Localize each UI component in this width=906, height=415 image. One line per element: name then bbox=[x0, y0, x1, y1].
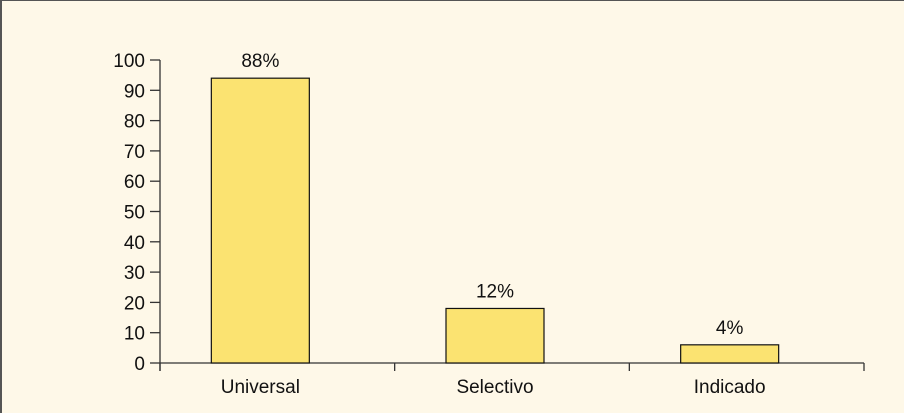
x-category-label: Universal bbox=[221, 377, 300, 398]
data-label: 88% bbox=[241, 51, 279, 72]
y-tick-label: 70 bbox=[124, 142, 145, 163]
y-tick-label: 50 bbox=[124, 203, 145, 224]
bar bbox=[680, 344, 780, 364]
y-tick-label: 90 bbox=[124, 81, 145, 102]
bar bbox=[445, 307, 545, 364]
y-tick-label: 0 bbox=[134, 354, 145, 375]
labels: 88% Universal 12% Selectivo 4% Indicado bbox=[221, 51, 766, 398]
x-category-label: Selectivo bbox=[456, 377, 533, 398]
bar bbox=[210, 77, 310, 364]
y-tick-label: 20 bbox=[124, 293, 145, 314]
x-category-label: Indicado bbox=[694, 377, 766, 398]
y-tick-label: 80 bbox=[124, 112, 145, 133]
y-tick-label: 100 bbox=[113, 51, 145, 72]
data-label: 12% bbox=[476, 281, 514, 302]
y-tick-label: 30 bbox=[124, 263, 145, 284]
y-tick-label: 10 bbox=[124, 324, 145, 345]
data-label: 4% bbox=[716, 318, 744, 339]
bars bbox=[210, 77, 780, 364]
y-tick-label: 40 bbox=[124, 233, 145, 254]
y-tick-label: 60 bbox=[124, 172, 145, 193]
